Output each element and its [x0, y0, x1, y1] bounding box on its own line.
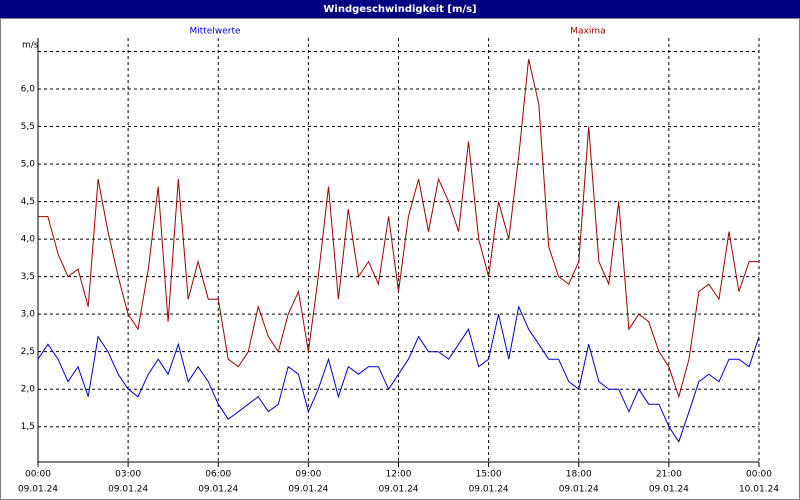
legend-label: Maxima — [570, 27, 605, 37]
y-tick-label: 2,0 — [21, 385, 36, 395]
x-tick-date: 09.01.24 — [649, 485, 689, 495]
y-tick-label: 4,0 — [21, 235, 36, 245]
x-tick-date: 10.01.24 — [739, 485, 779, 495]
x-tick-label: 03:00 — [115, 470, 141, 480]
window-border — [0, 18, 800, 500]
x-tick-label: 18:00 — [566, 470, 592, 480]
x-tick-label: 12:00 — [386, 470, 412, 480]
x-tick-date: 09.01.24 — [469, 485, 509, 495]
chart-title: Windgeschwindigkeit [m/s] — [323, 4, 476, 15]
series-line — [37, 305, 760, 443]
y-tick-label: 4,5 — [21, 197, 35, 207]
y-axis-unit: m/s — [22, 41, 39, 51]
x-tick-label: 06:00 — [205, 470, 231, 480]
series-line — [38, 58, 759, 399]
y-tick-label: 5,0 — [21, 160, 36, 170]
y-tick-label: 6,0 — [21, 85, 36, 95]
y-tick-label: 3,5 — [21, 272, 35, 282]
legend-label: Mittelwerte — [189, 27, 240, 37]
y-tick-label: 5,5 — [21, 122, 35, 132]
x-tick-label: 00:00 — [746, 470, 772, 480]
x-tick-date: 09.01.24 — [378, 485, 418, 495]
x-tick-date: 09.01.24 — [288, 485, 328, 495]
x-tick-label: 15:00 — [476, 470, 502, 480]
x-tick-label: 21:00 — [656, 470, 682, 480]
y-tick-label: 2,5 — [21, 347, 35, 357]
title-bar — [0, 0, 800, 18]
x-tick-date: 09.01.24 — [18, 485, 58, 495]
y-tick-label: 3,0 — [21, 310, 36, 320]
y-tick-label: 1,5 — [21, 422, 35, 432]
x-tick-date: 09.01.24 — [559, 485, 599, 495]
x-tick-date: 09.01.24 — [108, 485, 148, 495]
x-tick-label: 00:00 — [25, 470, 51, 480]
x-tick-date: 09.01.24 — [198, 485, 238, 495]
x-tick-label: 09:00 — [295, 470, 321, 480]
